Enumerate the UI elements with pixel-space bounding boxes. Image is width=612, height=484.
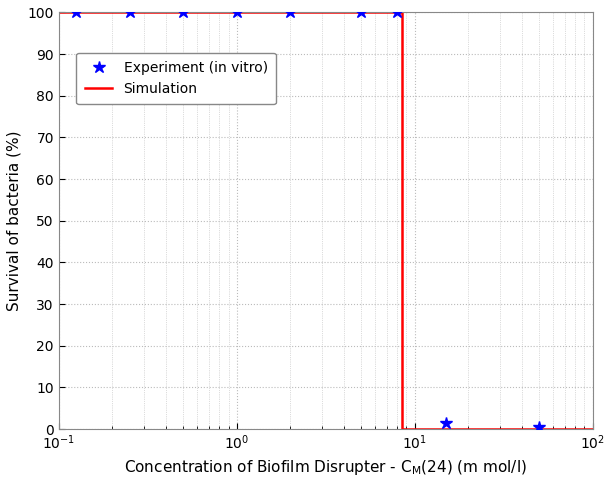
Y-axis label: Survival of bacteria (%): Survival of bacteria (%) (7, 131, 22, 311)
Legend: Experiment (in vitro), Simulation: Experiment (in vitro), Simulation (76, 53, 276, 105)
X-axis label: Concentration of Biofilm Disrupter - $\mathregular{C_M}$(24) (m mol/l): Concentration of Biofilm Disrupter - $\m… (124, 458, 527, 477)
